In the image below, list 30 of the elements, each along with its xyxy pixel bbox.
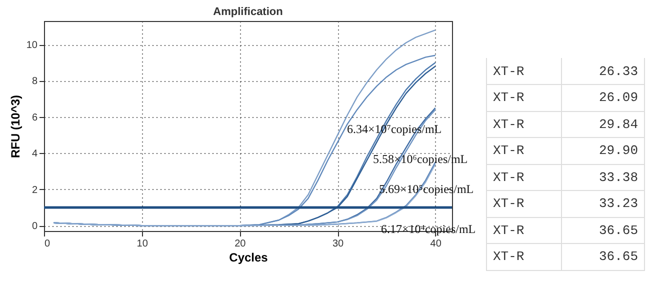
text: 26.33 <box>562 58 644 84</box>
text: 29.84 <box>562 111 644 138</box>
text: XT-R <box>486 190 562 217</box>
text: 33.38 <box>562 164 644 190</box>
x-tick-label: 40 <box>430 238 442 250</box>
x-axis-title: Cycles <box>229 250 268 264</box>
text: 36.65 <box>562 244 644 270</box>
text: XT-R <box>486 138 562 164</box>
x-tick-label: 20 <box>234 238 246 250</box>
chart-title: Amplification <box>213 6 284 18</box>
text: 29.90 <box>562 138 644 164</box>
text: XT-R <box>486 217 562 244</box>
text: XT-R <box>486 84 562 111</box>
y-tick-label: 2 <box>32 184 38 196</box>
text: XT-R <box>486 244 562 270</box>
y-tick-label: 10 <box>26 40 38 52</box>
text: 36.65 <box>562 217 644 244</box>
text: 26.09 <box>562 84 644 111</box>
x-tick-label: 10 <box>136 238 148 250</box>
text: 33.23 <box>562 190 644 217</box>
x-tick-label: 30 <box>332 238 344 250</box>
text: XT-R <box>486 111 562 138</box>
y-tick-label: 6 <box>32 112 38 124</box>
text: XT-R <box>486 164 562 190</box>
text: XT-R <box>486 58 562 84</box>
y-tick-label: 4 <box>32 148 38 160</box>
y-axis-title: RFU (10^3) <box>8 94 22 158</box>
y-tick-label: 0 <box>32 221 38 232</box>
y-tick-label: 8 <box>32 76 38 88</box>
x-tick-label: 0 <box>44 238 50 250</box>
